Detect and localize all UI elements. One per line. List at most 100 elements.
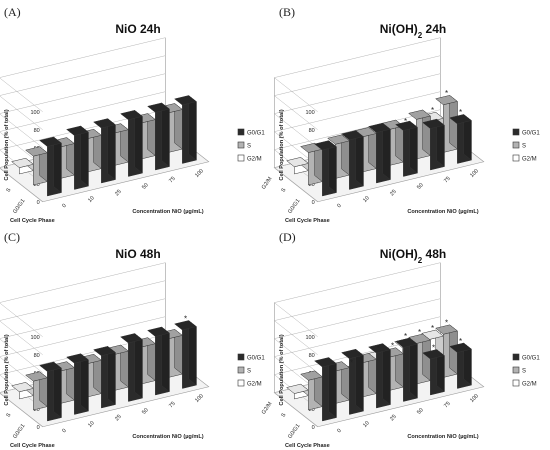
gridline-side-a-0	[0, 167, 43, 202]
depth-tick-label: S	[5, 412, 12, 419]
bar-top-face	[174, 320, 197, 331]
bar-side-face	[134, 333, 143, 399]
gridline-side-d-4	[274, 320, 318, 355]
chart-title: Ni(OH)2 48h	[380, 247, 446, 265]
x-tick-label: 50	[141, 407, 150, 416]
bar-side-face	[53, 136, 62, 194]
y-tick-label: 20	[34, 182, 40, 188]
bar	[147, 326, 170, 396]
gridline-back-b-2	[274, 91, 441, 132]
significance-marker: *	[459, 108, 462, 117]
chart-svg-b: 020406080100****010255075100G0/G1SG2/MCe…	[261, 5, 540, 224]
bar	[341, 130, 364, 190]
bar	[314, 357, 337, 422]
bar-top-face	[11, 157, 34, 168]
legend-swatch	[512, 154, 520, 162]
bar-top-face	[368, 343, 391, 354]
y-tick-label: 80	[309, 128, 315, 134]
x-tick-label: 25	[389, 189, 398, 198]
chart-title: NiO 48h	[115, 247, 160, 261]
legend-swatch	[512, 141, 520, 149]
x-axis-title: Concentration NiO (µg/mL)	[132, 434, 203, 440]
legend-label: G0/G1	[522, 356, 540, 362]
bars-c	[11, 320, 197, 422]
chart-title: NiO 24h	[115, 22, 160, 36]
chart-panel-c: 020406080100*010255075100G0/G1SG2/MCell …	[0, 225, 275, 450]
gridline-side-c-0	[0, 392, 43, 427]
significance-marker: *	[404, 332, 407, 341]
legend-swatch	[512, 128, 520, 136]
legend-label: S	[522, 369, 526, 375]
bar	[422, 118, 445, 171]
bar-side-face	[134, 109, 143, 174]
legend-label: G2/M	[247, 382, 262, 388]
panel-label: (B)	[279, 5, 295, 19]
legend-label: G2/M	[247, 157, 262, 163]
gridline-side-b-4	[274, 95, 318, 130]
legend-label: S	[247, 369, 251, 375]
bar	[422, 349, 445, 396]
x-tick-label: 25	[389, 414, 398, 423]
bar-top-face	[327, 134, 350, 145]
y-axis-title: Cell Population (% of total)	[279, 109, 285, 180]
gridline-back-d-4	[274, 280, 441, 321]
chart-title-main: Ni(OH)	[380, 22, 418, 36]
x-tick-label: 0	[61, 428, 67, 434]
x-axis-title: Concentration NiO (µg/mL)	[407, 209, 478, 215]
x-tick-label: 50	[416, 407, 425, 416]
bar	[66, 125, 89, 190]
chart-title-main: NiO 24h	[115, 22, 160, 36]
y-tick-label: 0	[312, 200, 315, 206]
bar-top-face	[25, 371, 48, 382]
bar-side-face	[409, 337, 418, 399]
y-tick-label: 0	[37, 425, 40, 431]
bar	[93, 118, 116, 184]
bar	[381, 119, 404, 166]
chart-panel-d: 020406080100*********010255075100G0/G1SG…	[261, 225, 550, 450]
depth-tick-label: G0/G1	[287, 198, 301, 215]
bar-side-face	[382, 122, 391, 181]
chart-title: Ni(OH)2 24h	[380, 22, 446, 40]
y-axis-title: Cell Population (% of total)	[4, 334, 10, 405]
x-tick-label: 0	[61, 203, 67, 209]
bar-top-face	[39, 136, 62, 147]
gridline-back-d-3	[274, 298, 441, 339]
x-tick-label: 25	[114, 189, 123, 198]
significance-marker: *	[445, 89, 448, 98]
bar	[368, 343, 391, 409]
legend-c: G0/G1 S G2/M	[237, 353, 265, 388]
bar-top-face	[422, 118, 445, 129]
depth-tick-label: S	[280, 412, 287, 419]
gridline-side-b-5	[274, 77, 318, 112]
y-tick-label: 0	[37, 200, 40, 206]
x-tick-label: 75	[443, 176, 452, 185]
bar-top-face	[39, 361, 62, 372]
bar-side-face	[161, 102, 170, 168]
bar-top-face	[395, 120, 418, 131]
legend-label: G0/G1	[247, 131, 265, 137]
gridline-back-c-4	[0, 280, 166, 321]
bars-d	[286, 324, 472, 422]
gridline-side-d-5	[274, 302, 318, 337]
bar	[93, 345, 116, 409]
bar	[327, 134, 350, 179]
bar	[449, 113, 472, 164]
chart-title-subscript: 2	[418, 31, 423, 40]
bar-top-face	[435, 324, 458, 335]
y-tick-label: 20	[309, 407, 315, 413]
significance-marker: *	[431, 324, 434, 333]
bar-top-face	[314, 357, 337, 368]
x-tick-label: 50	[416, 182, 425, 191]
gridline-back-c-3	[0, 298, 166, 339]
gridline-back-b-4	[274, 55, 441, 96]
chart-title-suffix: 24h	[422, 22, 446, 36]
y-tick-label: 100	[306, 110, 315, 116]
legend-d: G0/G1 S G2/M	[512, 353, 540, 388]
bar	[120, 109, 143, 177]
panel-label: (D)	[279, 230, 296, 244]
y-tick-label: 100	[31, 110, 40, 116]
depth-tick-label: G0/G1	[12, 198, 26, 215]
bar-top-face	[408, 109, 431, 120]
gridline-back-b-5	[274, 37, 441, 78]
